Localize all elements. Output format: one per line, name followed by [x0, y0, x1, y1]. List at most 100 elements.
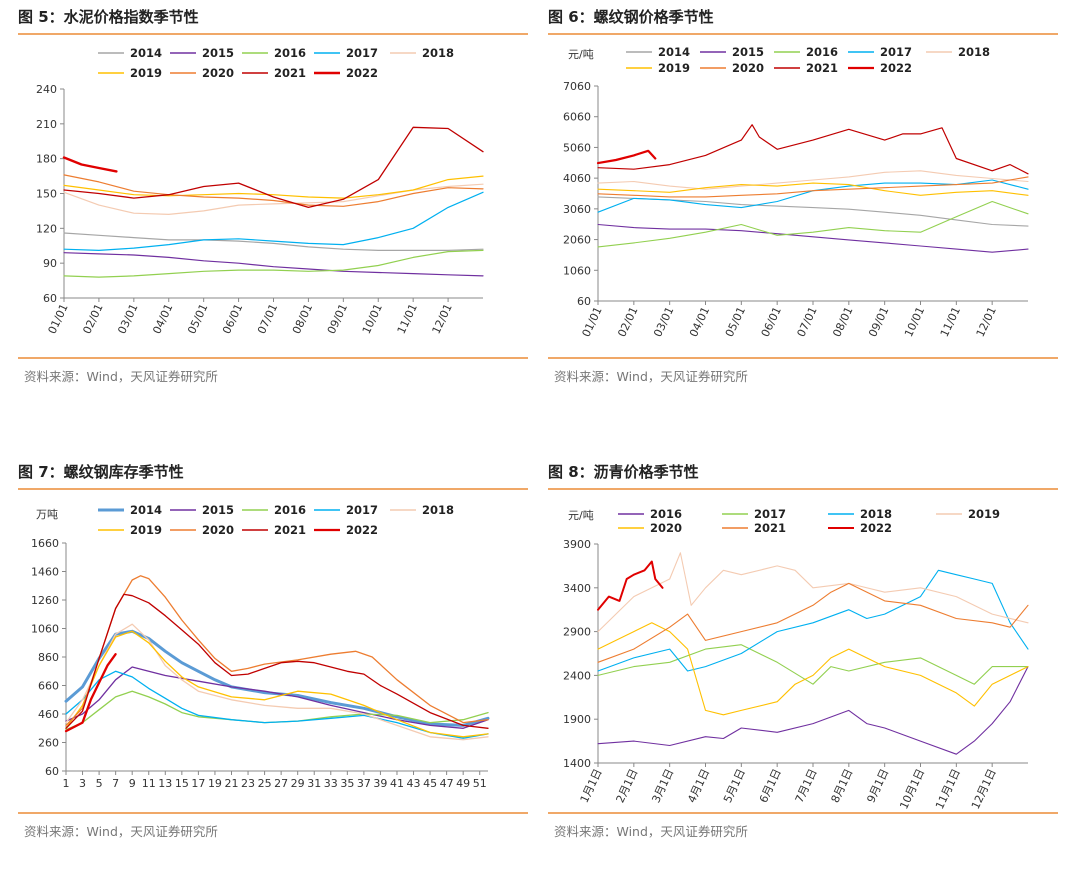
x-tick-label: 2月1日 — [614, 767, 641, 805]
x-tick-label: 8月1日 — [829, 767, 856, 805]
y-tick-label: 240 — [36, 83, 57, 96]
series-line-2018 — [65, 623, 489, 741]
y-tick-label: 1400 — [563, 757, 591, 770]
x-tick-label: 04/01 — [150, 302, 175, 336]
legend-label-2016: 2016 — [274, 503, 306, 517]
x-tick-label: 15 — [175, 777, 189, 790]
x-tick-label: 33 — [324, 777, 338, 790]
x-tick-label: 06/01 — [759, 305, 784, 339]
series-line-2016 — [65, 690, 489, 731]
legend-label-2015: 2015 — [202, 46, 234, 60]
title-divider — [548, 488, 1058, 490]
y-tick-label: 860 — [38, 651, 59, 664]
series-line-2020 — [65, 575, 489, 727]
series-line-2022 — [64, 653, 117, 733]
series-line-2015 — [63, 252, 484, 277]
legend-label-2015: 2015 — [202, 503, 234, 517]
series-line-2017 — [597, 644, 1029, 685]
x-tick-label: 11/01 — [395, 302, 420, 336]
x-tick-label: 6月1日 — [757, 767, 784, 805]
legend-label-2017: 2017 — [346, 46, 378, 60]
x-tick-label: 02/01 — [80, 302, 105, 336]
legend-label-2022: 2022 — [346, 66, 378, 80]
x-tick-label: 10/01 — [902, 305, 927, 339]
legend-label-2022: 2022 — [880, 61, 912, 75]
y-tick-label: 6060 — [563, 111, 591, 124]
x-tick-label: 47 — [440, 777, 454, 790]
x-tick-label: 17 — [191, 777, 205, 790]
series-line-2021 — [63, 126, 484, 209]
x-tick-label: 1 — [63, 777, 70, 790]
x-tick-label: 01/01 — [580, 305, 605, 339]
legend-label-2020: 2020 — [202, 523, 234, 537]
x-tick-label: 39 — [373, 777, 387, 790]
source-note: 资料来源：Wind，天风证券研究所 — [24, 824, 218, 839]
series-line-2019 — [63, 175, 484, 199]
cement-price-chart: 60 90 120 150 180 210 240 01/01 02/01 03/01 04/01 0… — [36, 46, 484, 336]
x-tick-label: 35 — [340, 777, 354, 790]
legend-label-2021: 2021 — [754, 521, 786, 535]
legend-label-2017: 2017 — [346, 503, 378, 517]
legend-label-2015: 2015 — [732, 45, 764, 59]
x-tick-label: 43 — [407, 777, 421, 790]
series-line-2014 — [63, 232, 484, 251]
x-tick-label: 03/01 — [115, 302, 140, 336]
series-line-2022 — [596, 149, 657, 165]
chart-title: 图 7：螺纹钢库存季节性 — [18, 463, 184, 481]
legend-label-2018: 2018 — [860, 507, 892, 521]
legend-label-2019: 2019 — [658, 61, 690, 75]
series-line-2016 — [597, 200, 1029, 248]
x-tick-label: 3月1日 — [649, 767, 676, 805]
title-divider — [548, 33, 1058, 35]
x-tick-label: 7月1日 — [793, 767, 820, 805]
series-line-2018 — [597, 569, 1029, 672]
x-tick-label: 12月1日 — [969, 767, 999, 811]
y-tick-label: 1260 — [31, 594, 59, 607]
legend-label-2016: 2016 — [806, 45, 838, 59]
x-tick-label: 23 — [241, 777, 255, 790]
legend-label-2017: 2017 — [754, 507, 786, 521]
asphalt-price-chart: 元/吨 1400 1900 2400 2900 3400 3900 1月1日 2月1日 3月1日 4… — [563, 507, 1029, 811]
y-tick-label: 1460 — [31, 566, 59, 579]
series-line-2014 — [64, 629, 490, 727]
legend-label-2020: 2020 — [202, 66, 234, 80]
x-tick-label: 04/01 — [687, 305, 712, 339]
series-line-2019 — [597, 182, 1029, 196]
series-line-2020 — [63, 174, 484, 207]
legend-label-2018: 2018 — [422, 503, 454, 517]
x-tick-label: 5月1日 — [721, 767, 748, 805]
series-line-2019 — [597, 552, 1029, 633]
x-tick-label: 10月1日 — [897, 767, 927, 811]
y-tick-label: 210 — [36, 118, 57, 131]
source-divider — [18, 812, 528, 814]
y-tick-label: 3900 — [563, 538, 591, 551]
series-line-2014 — [597, 196, 1029, 227]
series-line-2016 — [597, 666, 1029, 755]
y-tick-label: 4060 — [563, 172, 591, 185]
series-line-2022 — [62, 156, 118, 173]
series-line-2021 — [597, 582, 1029, 663]
series-line-2020 — [597, 176, 1029, 198]
y-tick-label: 90 — [43, 257, 57, 270]
x-tick-label: 37 — [357, 777, 371, 790]
y-tick-label: 3400 — [563, 582, 591, 595]
source-divider — [18, 357, 528, 359]
y-tick-label: 260 — [38, 737, 59, 750]
y-tick-label: 2900 — [563, 626, 591, 639]
source-note: 资料来源：Wind，天风证券研究所 — [554, 369, 748, 384]
series-line-2016 — [63, 249, 484, 278]
y-tick-label: 150 — [36, 188, 57, 201]
x-tick-label: 49 — [456, 777, 470, 790]
legend-label-2014: 2014 — [658, 45, 690, 59]
x-tick-label: 27 — [274, 777, 288, 790]
y-tick-label: 3060 — [563, 203, 591, 216]
chart-panel-5: 图 5：水泥价格指数季节性 60 90 120 150 180 210 240 01/01 02… — [18, 0, 548, 425]
x-tick-label: 12/01 — [974, 305, 999, 339]
legend-label-2016: 2016 — [274, 46, 306, 60]
y-tick-label: 1060 — [31, 623, 59, 636]
legend-label-2014: 2014 — [130, 503, 162, 517]
series-line-2015 — [597, 223, 1029, 253]
legend-label-2020: 2020 — [650, 521, 682, 535]
y-tick-label: 1660 — [31, 537, 59, 550]
x-tick-label: 07/01 — [795, 305, 820, 339]
